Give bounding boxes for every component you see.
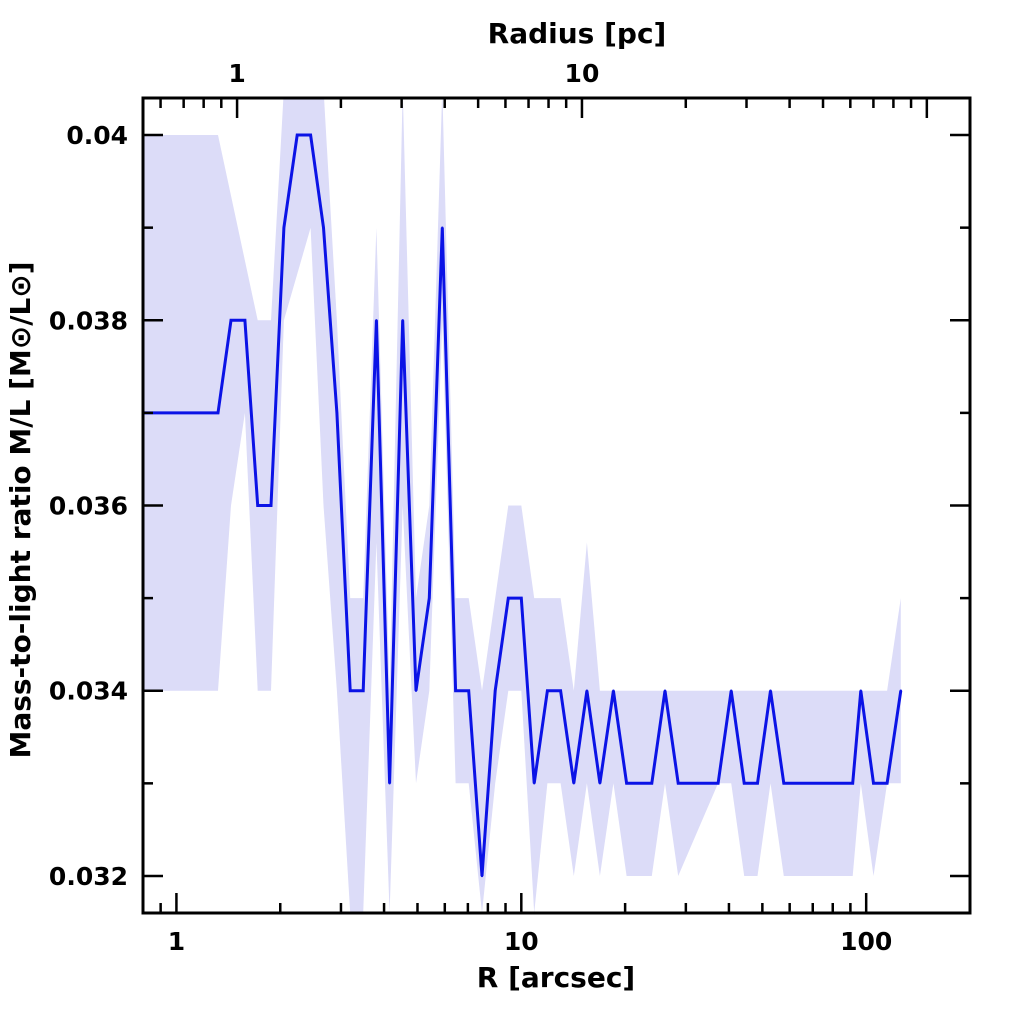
- tick-marks-layer: [141, 98, 972, 913]
- data-point: [743, 782, 746, 785]
- data-point: [650, 782, 653, 785]
- top-x-tick-label: 1: [228, 59, 245, 88]
- data-point: [507, 596, 510, 600]
- data-point: [454, 689, 457, 692]
- data-point: [216, 411, 220, 415]
- data-point: [229, 319, 233, 322]
- top-x-tick-label: 10: [565, 59, 600, 88]
- x-tick-label: 100: [840, 927, 892, 956]
- data-point: [256, 504, 259, 507]
- y-tick-label: 0.036: [49, 492, 128, 521]
- data-point: [677, 782, 680, 785]
- uncertainty-band-layer: [143, 98, 901, 913]
- data-point: [296, 133, 299, 137]
- data-point: [467, 689, 470, 692]
- data-point: [730, 689, 733, 692]
- ml-series-layer: [143, 133, 903, 878]
- data-point: [414, 689, 418, 692]
- data-point: [851, 782, 854, 785]
- data-point: [401, 319, 404, 322]
- data-point: [428, 596, 431, 600]
- data-point: [388, 782, 391, 785]
- data-point: [362, 689, 365, 692]
- data-point: [269, 504, 273, 507]
- y-tick-label: 0.04: [66, 121, 128, 150]
- data-point: [309, 133, 312, 137]
- data-point: [349, 689, 352, 692]
- y-tick-label: 0.032: [49, 862, 128, 891]
- data-point: [480, 874, 484, 878]
- x-tick-label: 1: [168, 927, 185, 956]
- data-point: [533, 782, 536, 785]
- data-point: [625, 782, 628, 785]
- uncertainty-band: [143, 98, 901, 913]
- y-tick-label: 0.034: [49, 677, 128, 706]
- data-point: [520, 596, 523, 600]
- data-point: [546, 689, 549, 692]
- data-point: [375, 319, 378, 322]
- y-tick-label: 0.038: [49, 306, 128, 335]
- data-point: [282, 226, 286, 229]
- y-axis-title: Mass-to-light ratio M/L [M⊙/L⊙]: [4, 261, 37, 758]
- data-point: [899, 689, 902, 692]
- data-point: [494, 689, 497, 692]
- data-point: [859, 689, 862, 692]
- data-point: [585, 689, 589, 692]
- data-point: [782, 782, 785, 785]
- data-point: [335, 411, 339, 415]
- data-point: [756, 782, 759, 785]
- data-point: [769, 689, 772, 692]
- data-point: [716, 782, 720, 785]
- data-point: [572, 782, 575, 785]
- data-point: [885, 782, 889, 785]
- data-point: [559, 689, 562, 692]
- data-point: [322, 226, 325, 229]
- tick-labels-layer: 1 10 100 1 10 0.032 0.034 0.036 0.038 0.04: [49, 59, 892, 956]
- data-point: [441, 226, 444, 229]
- data-point: [598, 782, 602, 785]
- x-tick-label: 10: [504, 927, 539, 956]
- data-point: [612, 689, 615, 692]
- data-point: [663, 689, 667, 692]
- x-axis-title: R [arcsec]: [477, 961, 635, 994]
- data-point: [872, 782, 875, 785]
- top-x-axis-title: Radius [pc]: [488, 17, 667, 50]
- data-point: [243, 319, 247, 322]
